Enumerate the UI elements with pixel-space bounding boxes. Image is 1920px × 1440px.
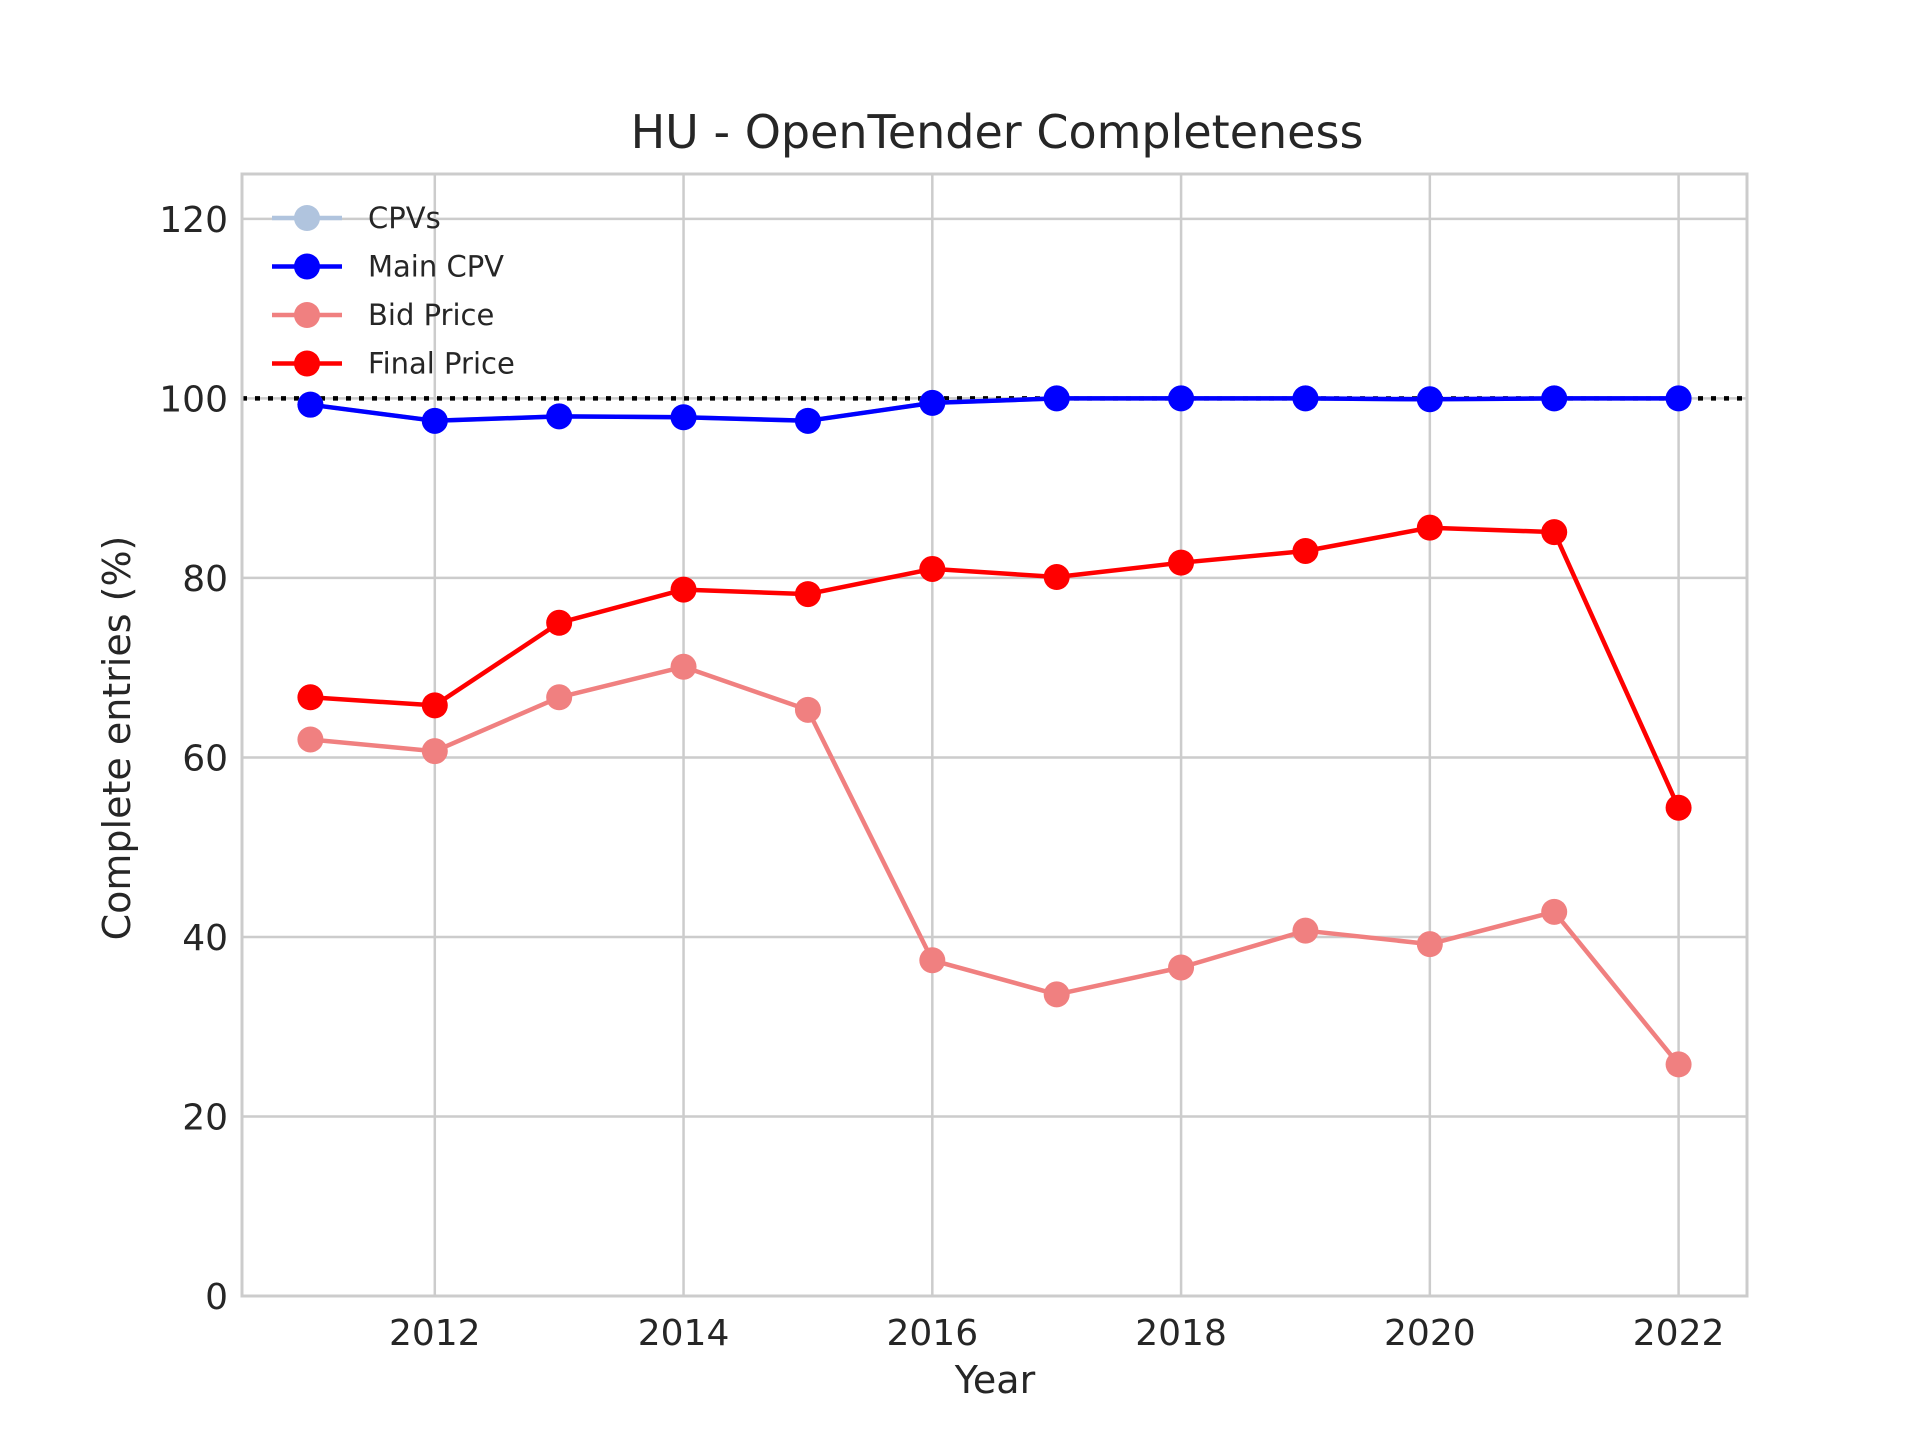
series-line-final-price [308,525,1681,810]
data-point-main-cpv [794,407,821,434]
x-tick-label: 2020 [1384,1313,1476,1354]
tick-layer: 2012 2014 2016 2018 2020 2022 0 20 40 60 80 100 120 [159,200,1724,1354]
plot-frame [240,172,1749,1298]
data-point-main-cpv [1665,385,1692,412]
legend-item-cpvs: CPVs [272,201,441,235]
data-point-main-cpv [297,391,324,418]
data-point-final-price [1043,564,1070,591]
data-point-bid-price [919,947,946,974]
data-point-main-cpv [1541,385,1568,412]
x-axis-label: Year [954,1358,1036,1402]
data-point-bid-price [1416,931,1443,958]
y-tick-label: 60 [182,738,228,779]
data-point-final-price [1416,514,1443,541]
data-point-bid-price [1168,954,1195,981]
data-point-main-cpv [546,403,573,430]
series-layer [297,385,1692,1078]
data-point-bid-price [670,653,697,680]
series-line-main-cpv [308,396,1681,424]
y-axis-label: Complete entries (%) [95,536,139,941]
data-point-final-price [670,576,697,603]
data-point-final-price [1292,537,1319,564]
x-tick-label: 2014 [638,1313,730,1354]
legend-marker [294,350,320,377]
legend-label: Final Price [368,347,515,381]
x-tick-label: 2022 [1633,1313,1725,1354]
x-tick-label: 2012 [389,1313,481,1354]
data-point-main-cpv [421,407,448,434]
data-point-bid-price [1043,981,1070,1008]
data-point-main-cpv [670,404,697,431]
y-tick-label: 40 [182,918,228,959]
data-point-main-cpv [1168,385,1195,412]
data-point-main-cpv [1292,385,1319,412]
data-point-bid-price [1541,898,1568,925]
y-tick-label: 20 [182,1097,228,1138]
chart-title: HU - OpenTender Completeness [631,105,1364,159]
y-tick-label: 80 [182,559,228,600]
data-point-bid-price [1292,917,1319,944]
data-point-main-cpv [1043,385,1070,412]
legend-item-bid-price: Bid Price [272,298,494,332]
legend-item-main-cpv: Main CPV [272,250,504,284]
series-line-bid-price [308,664,1681,1067]
data-point-bid-price [546,684,573,711]
legend: CPVs Main CPV Bid Price Final Price [272,201,515,381]
legend-marker [294,253,320,280]
series-cpvs [297,385,1692,434]
y-tick-label: 120 [159,200,228,241]
data-point-bid-price [421,738,448,765]
legend-marker [294,205,320,231]
data-point-final-price [919,555,946,582]
data-point-final-price [1168,549,1195,576]
data-point-bid-price [297,726,324,753]
data-point-final-price [546,609,573,636]
data-point-final-price [297,684,324,711]
series-final-price [297,514,1692,821]
data-point-main-cpv [919,389,946,416]
data-point-main-cpv [1416,386,1443,413]
data-point-final-price [1665,794,1692,821]
legend-label: Main CPV [368,250,504,284]
legend-label: CPVs [368,201,441,235]
series-main-cpv [297,385,1692,434]
series-bid-price [297,653,1692,1078]
data-point-final-price [794,581,821,608]
data-point-bid-price [1665,1051,1692,1078]
y-tick-label: 100 [159,379,228,420]
data-point-bid-price [794,696,821,723]
x-tick-label: 2016 [886,1313,978,1354]
legend-marker [294,302,320,328]
legend-item-final-price: Final Price [272,347,515,381]
data-point-final-price [421,692,448,719]
legend-label: Bid Price [368,298,494,332]
data-point-final-price [1541,519,1568,546]
y-tick-label: 0 [205,1277,228,1318]
x-tick-label: 2018 [1135,1313,1227,1354]
